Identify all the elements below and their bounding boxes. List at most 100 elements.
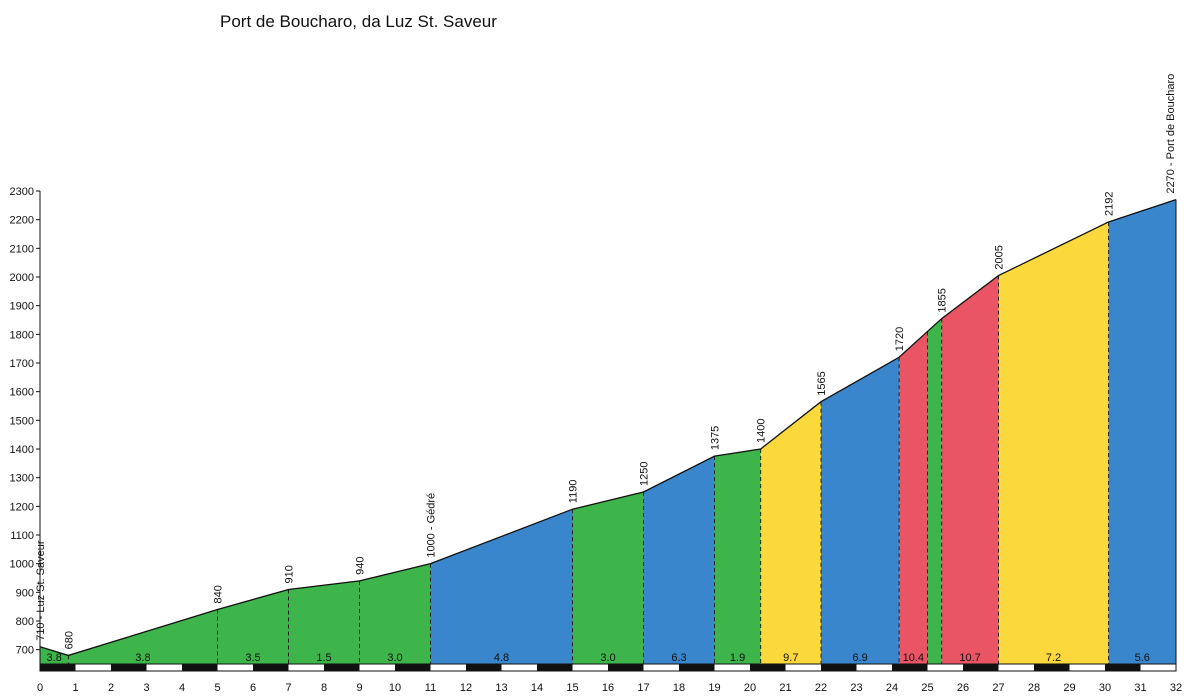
ruler-block xyxy=(750,664,786,671)
x-tick-label: 20 xyxy=(744,682,756,694)
x-tick-label: 23 xyxy=(850,682,862,694)
gradient-segments xyxy=(40,199,1176,664)
x-tick-label: 32 xyxy=(1170,682,1182,694)
y-tick-label: 1200 xyxy=(10,501,34,513)
altitude-label: 1565 xyxy=(816,371,828,395)
x-tick-label: 21 xyxy=(779,682,791,694)
y-tick-label: 800 xyxy=(16,616,34,628)
altitude-label: 1855 xyxy=(937,288,949,312)
altitude-label: 710 - Luz St. Saveur xyxy=(35,540,47,641)
y-tick-label: 1700 xyxy=(10,358,34,370)
segment-14 xyxy=(998,221,1109,664)
altitude-label: 1375 xyxy=(710,426,722,450)
altitude-label: 2270 - Port de Boucharo xyxy=(1165,74,1177,194)
y-tick-label: 1800 xyxy=(10,329,34,341)
altitude-label: 2005 xyxy=(994,245,1006,269)
segment-1 xyxy=(68,609,218,664)
segment-5 xyxy=(430,509,573,664)
x-tick-label: 1 xyxy=(72,682,78,694)
segment-12 xyxy=(927,318,942,664)
x-tick-label: 19 xyxy=(708,682,720,694)
x-tick-label: 8 xyxy=(321,682,327,694)
y-tick-label: 1500 xyxy=(10,415,34,427)
ruler-block xyxy=(537,664,573,671)
ruler-block xyxy=(111,664,147,671)
x-tick-label: 17 xyxy=(637,682,649,694)
segment-7 xyxy=(643,456,715,664)
segment-8 xyxy=(714,449,761,664)
grade-label: 5.6 xyxy=(1135,652,1150,664)
x-tick-label: 0 xyxy=(37,682,43,694)
segment-2 xyxy=(217,589,289,664)
segment-13 xyxy=(941,275,999,664)
ruler-block xyxy=(253,664,289,671)
x-tick-label: 7 xyxy=(285,682,291,694)
ruler-block xyxy=(608,664,644,671)
y-tick-label: 1600 xyxy=(10,387,34,399)
x-tick-label: 2 xyxy=(108,682,114,694)
altitude-label: 840 xyxy=(213,585,225,603)
x-tick-label: 29 xyxy=(1063,682,1075,694)
altitude-label: 1190 xyxy=(568,480,580,504)
y-tick-label: 2200 xyxy=(10,215,34,227)
grade-label: 10.4 xyxy=(903,652,924,664)
ruler-block xyxy=(892,664,928,671)
y-tick-label: 1000 xyxy=(10,559,34,571)
ruler-block xyxy=(466,664,502,671)
ruler-block xyxy=(40,664,76,671)
grade-label: 3.0 xyxy=(600,652,615,664)
altitude-label: 2192 xyxy=(1104,191,1116,215)
x-tick-label: 14 xyxy=(531,682,543,694)
ruler-block xyxy=(963,664,999,671)
grade-label: 1.5 xyxy=(316,652,331,664)
y-tick-label: 2100 xyxy=(10,243,34,255)
x-tick-label: 26 xyxy=(957,682,969,694)
altitude-label: 940 xyxy=(355,557,367,575)
y-tick-label: 1400 xyxy=(10,444,34,456)
grade-label: 1.9 xyxy=(730,652,745,664)
altitude-annotations: 710 - Luz St. Saveur 680 840 910 940 1000 - G… xyxy=(35,74,1177,650)
y-tick-label: 1300 xyxy=(10,473,34,485)
segment-6 xyxy=(572,492,644,664)
x-tick-label: 4 xyxy=(179,682,185,694)
altitude-label: 1250 xyxy=(639,462,651,486)
grade-label: 6.3 xyxy=(671,652,686,664)
segment-4 xyxy=(359,563,431,664)
segment-0 xyxy=(40,646,69,664)
y-tick-label: 2000 xyxy=(10,272,34,284)
altitude-label: 1000 - Gédré xyxy=(426,493,438,558)
x-tick-label: 22 xyxy=(815,682,827,694)
y-tick-label: 1900 xyxy=(10,301,34,313)
x-tick-label: 12 xyxy=(460,682,472,694)
ruler-block xyxy=(182,664,218,671)
x-tick-label: 11 xyxy=(425,682,436,694)
grade-labels: 3.8 3.8 3.5 1.5 3.0 4.8 3.0 6.3 1.9 9.7 6.9 10.4 10.… xyxy=(47,652,1150,664)
y-tick-label: 1100 xyxy=(10,530,34,542)
segment-15 xyxy=(1108,199,1176,664)
ruler-block xyxy=(821,664,857,671)
y-tick-label: 2300 xyxy=(10,186,34,198)
x-tick-label: 10 xyxy=(389,682,401,694)
x-tick-label: 5 xyxy=(214,682,220,694)
x-tick-label: 24 xyxy=(886,682,898,694)
x-tick-label: 31 xyxy=(1134,682,1146,694)
grade-label: 4.8 xyxy=(494,652,509,664)
x-axis: 0 1 2 3 4 5 6 7 8 9 10 11 12 13 14 15 16 17 18 19 20 21 22 23 24… xyxy=(37,682,1182,694)
segment-11 xyxy=(899,331,928,664)
grade-label: 3.8 xyxy=(135,652,150,664)
x-tick-label: 9 xyxy=(356,682,362,694)
profile-line xyxy=(39,198,1177,657)
grade-label: 3.5 xyxy=(245,652,260,664)
altitude-label: 1400 xyxy=(756,419,768,443)
y-axis: 700 800 900 1000 1100 1200 1300 1400 1500 1600 170… xyxy=(10,186,41,664)
ruler-block xyxy=(395,664,431,671)
segment-9 xyxy=(760,401,821,664)
grade-label: 6.9 xyxy=(852,652,867,664)
altitude-label: 910 xyxy=(284,565,296,583)
ruler-block xyxy=(1034,664,1070,671)
x-tick-label: 28 xyxy=(1028,682,1040,694)
grade-label: 7.2 xyxy=(1046,652,1061,664)
x-tick-label: 27 xyxy=(992,682,1004,694)
ruler-block xyxy=(679,664,715,671)
